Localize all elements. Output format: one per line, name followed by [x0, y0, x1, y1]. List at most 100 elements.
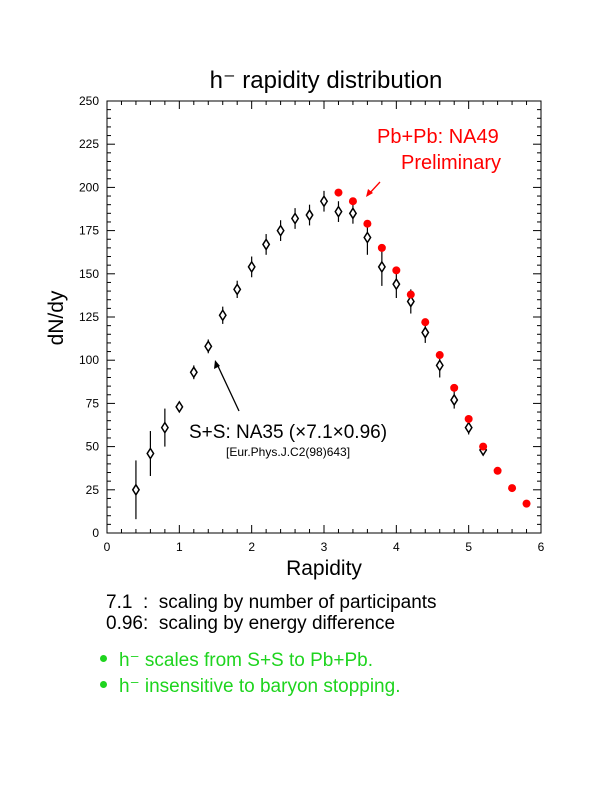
y-tick-label: 200 [79, 180, 99, 194]
pbpb-data-point [493, 466, 502, 475]
ss-data-point [276, 220, 285, 241]
bullet-text: h⁻ scales from S+S to Pb+Pb. [119, 650, 373, 671]
pbpb-data-point [508, 484, 517, 493]
y-tick-label: 175 [79, 224, 99, 238]
y-tick-label: 100 [79, 353, 99, 367]
x-tick-label: 1 [176, 540, 183, 554]
x-tick-label: 6 [538, 540, 545, 554]
conclusion-bullets: h⁻ scales from S+S to Pb+Pb. h⁻ insensit… [100, 648, 400, 700]
series-ss-na35 [131, 190, 488, 520]
pbpb-data-point [363, 219, 372, 228]
ss-diamond-marker [363, 231, 372, 244]
ss-diamond-marker [334, 205, 343, 218]
ss-data-point [305, 204, 314, 226]
ss-diamond-marker [189, 365, 198, 379]
y-tick-label: 250 [79, 94, 99, 108]
ss-diamond-marker [204, 339, 213, 353]
x-tick-label: 3 [321, 540, 328, 554]
ss-diamond-marker [146, 447, 155, 460]
ss-data-point [218, 306, 227, 324]
ss-diamond-marker [435, 358, 444, 372]
scaling-notes: 7.1 : scaling by number of participants … [106, 592, 437, 634]
ss-diamond-marker [450, 393, 459, 407]
ss-diamond-marker [175, 400, 184, 414]
axes: 0 1 2 3 4 5 6 0 25 50 75 100 125 150 175 200 225 250 [79, 94, 545, 554]
ss-diamond-marker [276, 224, 285, 237]
ss-diamond-marker [218, 308, 227, 322]
y-tick-label: 0 [92, 526, 99, 540]
pbpb-data-point [435, 351, 444, 360]
ss-diamond-marker [348, 206, 358, 220]
x-axis-label: Rapidity [286, 557, 362, 580]
x-tick-label: 2 [248, 540, 255, 554]
ss-data-point [377, 247, 386, 286]
ss-data-point [233, 280, 242, 298]
ss-diamond-marker [406, 295, 415, 308]
series-pbpb-na49 [334, 188, 531, 508]
ss-data-point [435, 353, 444, 378]
ss-data-point [175, 400, 184, 414]
pbpb-data-point [522, 499, 531, 508]
pbpb-label-line2: Preliminary [401, 152, 501, 174]
pbpb-arrow-head [366, 189, 373, 197]
ss-data-point [146, 431, 155, 476]
ss-diamond-marker [377, 260, 386, 274]
ss-diamond-marker [160, 421, 169, 434]
ss-reference: [Eur.Phys.J.C2(98)643] [226, 445, 350, 459]
y-tick-label: 75 [86, 396, 100, 410]
ss-data-point [450, 391, 459, 409]
ss-diamond-marker [131, 483, 141, 497]
ss-data-point [131, 460, 141, 520]
pbpb-data-point [377, 243, 386, 252]
y-tick-label: 50 [86, 440, 100, 454]
chart-annotations: Pb+Pb: NA49 Preliminary S+S: NA35 (×7.1×… [189, 126, 501, 459]
ss-data-point [262, 234, 271, 255]
ss-data-point [290, 208, 300, 229]
ss-diamond-marker [290, 212, 300, 225]
ss-diamond-marker [421, 326, 430, 339]
bullet-text: h⁻ insensitive to baryon stopping. [119, 676, 401, 697]
pbpb-data-point [479, 442, 488, 451]
x-tick-label: 4 [393, 540, 400, 554]
ss-label: S+S: NA35 (×7.1×0.96) [189, 422, 387, 443]
ss-diamond-marker [247, 260, 256, 274]
ss-arrow-head [214, 360, 220, 369]
ss-diamond-marker [233, 282, 242, 296]
pbpb-data-point [334, 188, 343, 197]
bullet-dot-icon [100, 655, 107, 663]
ss-diamond-marker [392, 277, 401, 291]
bullet-dot-icon [100, 681, 107, 689]
pbpb-data-point [406, 290, 415, 299]
pbpb-data-point [450, 383, 459, 392]
pbpb-data-point [392, 266, 401, 275]
x-tick-label: 0 [104, 540, 111, 554]
pbpb-data-point [421, 318, 430, 327]
ss-data-point [189, 365, 198, 380]
pbpb-label-line1: Pb+Pb: NA49 [377, 126, 499, 148]
ss-data-point [204, 339, 213, 354]
y-axis-label: dN/dy [45, 290, 68, 345]
x-tick-label: 5 [465, 540, 472, 554]
ss-diamond-marker [305, 208, 314, 222]
y-tick-label: 25 [86, 483, 100, 497]
y-tick-label: 150 [79, 267, 99, 281]
ss-diamond-marker [319, 194, 329, 208]
ss-data-point [319, 190, 329, 212]
note-energy: 0.96: scaling by energy difference [106, 613, 396, 634]
ss-arrow-line [216, 363, 240, 412]
ss-data-point [160, 408, 169, 447]
y-tick-label: 225 [79, 137, 99, 151]
y-tick-label: 125 [79, 310, 99, 324]
pbpb-data-point [348, 197, 357, 206]
ss-diamond-marker [464, 421, 473, 434]
ss-data-point [348, 202, 358, 224]
ss-data-point [247, 256, 256, 278]
ss-diamond-marker [262, 238, 271, 251]
ss-data-point [392, 270, 401, 298]
note-participants: 7.1 : scaling by number of participants [106, 592, 437, 613]
bullet-item: h⁻ scales from S+S to Pb+Pb. [100, 648, 400, 674]
chart-title: h⁻ rapidity distribution [210, 67, 443, 94]
ss-data-point [334, 201, 343, 222]
rapidity-chart: h⁻ rapidity distribution Rapidity dN/dy … [45, 67, 545, 580]
pbpb-data-point [464, 414, 473, 423]
